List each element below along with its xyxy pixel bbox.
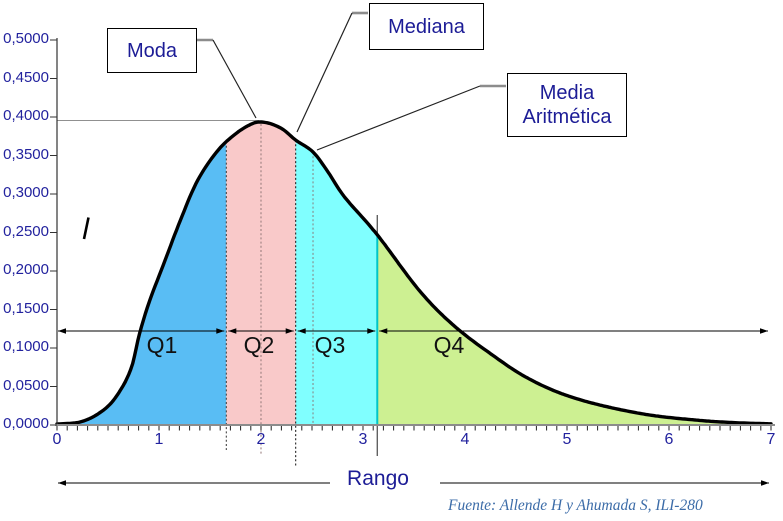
mediana-label-box: Mediana [369, 3, 484, 50]
x-tick-label: 3 [358, 431, 368, 448]
x-tick-label: 5 [562, 431, 572, 448]
q1-range-arrow [58, 328, 225, 334]
quartile-label-q4: Q4 [433, 332, 465, 358]
y-tick-label: 0,3000 [3, 184, 49, 201]
x-tick-label: 0 [52, 431, 62, 448]
x-tick-label: 2 [256, 431, 266, 448]
quartile-label-q2: Q2 [243, 332, 275, 358]
q2-range-arrow [228, 328, 294, 334]
mediana-leader-line [296, 11, 368, 133]
stray-ink-mark [82, 217, 90, 240]
region-q2-fill [226, 122, 296, 425]
y-tick-label: 0,5000 [3, 30, 49, 47]
y-tick-label: 0,4500 [3, 68, 49, 86]
moda-leader-line [196, 38, 257, 119]
q3-range-arrow [297, 328, 376, 334]
region-q3-fill [295, 140, 378, 425]
region-q4-fill [377, 234, 771, 425]
q4-range-arrow [379, 328, 768, 334]
mediana-label: Mediana [388, 15, 465, 38]
x-tick-label: 7 [766, 431, 776, 448]
rango-label: Rango [347, 467, 409, 490]
media-aritmetica-label-line1: Media [539, 82, 595, 104]
y-tick-label: 0,3500 [3, 145, 49, 163]
source-citation: Fuente: Allende H y Ahumada S, ILI-280 [448, 497, 703, 514]
x-tick-label: 1 [154, 431, 164, 448]
x-tick-label: 6 [664, 431, 674, 448]
moda-label-box: Moda [107, 28, 197, 73]
y-tick-label: 0,2000 [3, 261, 49, 278]
media-leader-line [316, 84, 506, 151]
region-q1-fill [57, 141, 227, 425]
moda-label: Moda [126, 39, 178, 62]
media-aritmetica-label-line2: Aritmética [522, 106, 612, 128]
media-aritmetica-label-box: Media Aritmética [507, 73, 627, 137]
y-tick-label: 0,4000 [3, 107, 49, 124]
rango-left-arrow [58, 480, 330, 486]
density-curve [55, 120, 773, 426]
y-tick-label: 0,0000 [3, 415, 49, 432]
x-tick-label: 4 [460, 431, 470, 448]
rango-right-arrow [440, 480, 769, 486]
y-tick-label: 0,2500 [3, 222, 49, 240]
y-tick-label: 0,1500 [3, 299, 49, 317]
quartile-label-q1: Q1 [146, 332, 178, 358]
y-tick-label: 0,1000 [3, 338, 49, 355]
quartile-label-q3: Q3 [314, 332, 346, 358]
y-tick-label: 0,0500 [3, 376, 49, 394]
